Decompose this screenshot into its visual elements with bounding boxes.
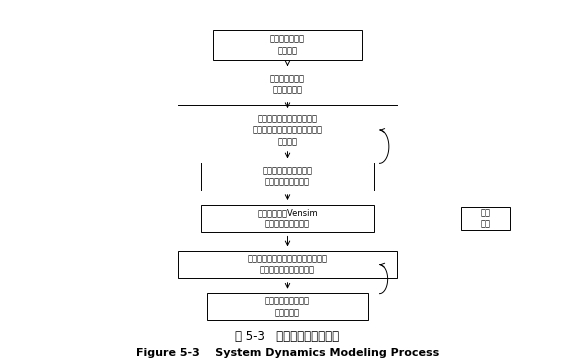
Text: 利用仿真软件Vensim
进行仿真与构建模型: 利用仿真软件Vensim 进行仿真与构建模型 xyxy=(257,208,318,228)
Text: Figure 5-3    System Dynamics Modeling Process: Figure 5-3 System Dynamics Modeling Proc… xyxy=(136,348,439,358)
Text: 明确建模目的与
系统边界: 明确建模目的与 系统边界 xyxy=(270,35,305,55)
Text: 划定系统的状态变量、流变
量、辅助变量等所有变量，建立
因果关系: 划定系统的状态变量、流变 量、辅助变量等所有变量，建立 因果关系 xyxy=(252,114,323,146)
Text: 构建系统流图、系统模
型方程式、初始条件: 构建系统流图、系统模 型方程式、初始条件 xyxy=(263,167,312,187)
FancyBboxPatch shape xyxy=(207,294,368,321)
FancyBboxPatch shape xyxy=(461,206,511,230)
FancyBboxPatch shape xyxy=(178,251,397,278)
Text: 根据研究目的，设定不同情境假设，
开展情景分析，优化决策: 根据研究目的，设定不同情境假设， 开展情景分析，优化决策 xyxy=(247,255,328,275)
FancyBboxPatch shape xyxy=(213,30,362,60)
Text: 确定初始模型、
设定参数关系: 确定初始模型、 设定参数关系 xyxy=(270,74,305,94)
FancyBboxPatch shape xyxy=(201,205,374,232)
Text: 校正
检正: 校正 检正 xyxy=(481,208,491,228)
Text: 为政策制定提供依据
及决策支持: 为政策制定提供依据 及决策支持 xyxy=(265,297,310,317)
Text: 图 5-3   系统动力学建模流程: 图 5-3 系统动力学建模流程 xyxy=(235,330,340,343)
